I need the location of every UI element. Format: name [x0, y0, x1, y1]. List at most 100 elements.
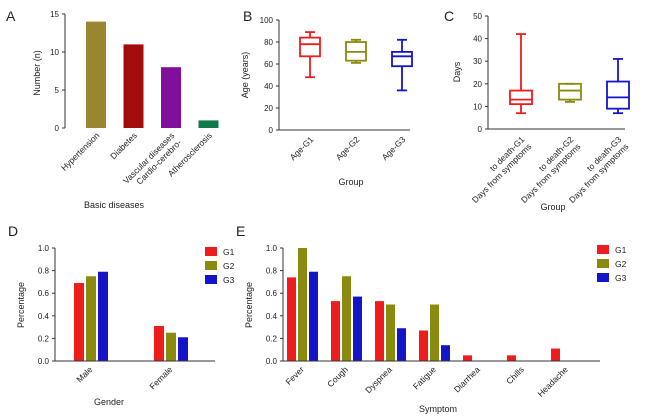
panel-e-ytick-label: 0.6 [266, 289, 278, 298]
panel-e-bar-g1-chills [507, 355, 516, 361]
panel-a-ytick-label: 10 [50, 48, 59, 57]
panel-e-ytick-label: 0.4 [266, 312, 278, 321]
panel-a-ytick-label: 5 [55, 86, 60, 95]
panel-d-bar-g2-female [166, 332, 176, 361]
bar-atherosclerosis [198, 120, 219, 128]
panel-d-bar-g3-female [178, 337, 188, 361]
panel-c-box [509, 89, 533, 106]
panel-e-bar-g2-fever [298, 248, 307, 361]
panel-e-bar-g1-cough [331, 301, 340, 361]
panel-a-category-label: Diabetes [108, 130, 139, 161]
panel-e-bar-g2-cough [342, 276, 351, 361]
panel-c-xlabel: Group [540, 202, 565, 212]
bar-hypertension [86, 21, 106, 129]
panel-d-bar-g3-male [98, 271, 108, 361]
panel-c-ytick-label: 40 [473, 35, 482, 44]
panel-a-xlabel: Basic diseases [84, 200, 145, 210]
bar-cardio-cerebro-vascular-diseases [161, 67, 181, 128]
panel-e-category-label: Dyspnea [363, 364, 394, 395]
panel-d-legend-swatch-g1 [205, 247, 217, 256]
panel-a-ytick-label: 15 [50, 10, 59, 19]
panel-b-ytick-label: 100 [260, 16, 274, 25]
panel-e-category-label: Chills [504, 364, 526, 386]
panel-e-bar-g3-cough [353, 296, 362, 361]
panel-c-ytick-label: 0 [478, 125, 483, 134]
panel-d-legend-label-g3: G3 [223, 275, 235, 285]
panel-d-legend-swatch-g2 [205, 261, 217, 270]
panel-d-bar-g2-male [86, 276, 96, 361]
panel-b-category-label: Age-G1 [288, 134, 316, 162]
panel-e-bar-g3-dyspnea [397, 328, 406, 361]
panel-d-ylabel: Percentage [16, 282, 26, 328]
panel-e-bar-g1-dyspnea [375, 301, 384, 361]
panel-a-letter: A [6, 8, 16, 24]
panel-c-ytick-label: 50 [473, 12, 482, 21]
panel-b-ytick-label: 0 [269, 126, 274, 135]
panel-d-ytick-label: 0.4 [38, 312, 50, 321]
panel-e-category-label: Fever [283, 364, 306, 387]
panel-c-box [558, 82, 582, 101]
panel-c-letter: C [444, 8, 454, 24]
panel-b-ytick-label: 20 [264, 104, 273, 113]
panel-e-category-label: Headache [535, 364, 570, 399]
panel-e-ylabel: Percentage [244, 282, 254, 328]
panel-e-bar-g2-fatigue [430, 304, 439, 361]
panel-b-ytick-label: 60 [264, 60, 273, 69]
panel-e-ytick-label: 1.0 [266, 244, 278, 253]
panel-d-bar-g1-male [74, 283, 84, 361]
panel-a: A Number (n) Basic diseases 0 5 10 15 Hyper… [6, 8, 219, 210]
panel-a-ytick-label: 0 [55, 124, 60, 133]
panel-e-ytick-label: 0.2 [266, 334, 278, 343]
panel-e-legend-label-g2: G2 [615, 259, 627, 269]
panel-e-legend-swatch-g1 [597, 245, 609, 254]
panel-d: D Percentage Gender 0.0 0.2 0.4 0.6 0.8 1.0 M… [8, 223, 235, 407]
panel-d-category-label: Male [74, 364, 94, 384]
panel-c-box [606, 80, 630, 110]
panel-d-category-label: Female [147, 364, 174, 391]
panel-e-category-label: Cough [325, 364, 350, 389]
panel-e-legend-label-g3: G3 [615, 273, 627, 283]
panel-e: E Percentage Symptom 0.00.20.40.60.81.0 … [236, 223, 627, 414]
panel-e-bar-g3-fatigue [441, 345, 450, 361]
panel-b-ytick-label: 40 [264, 82, 273, 91]
panel-c-ytick-label: 10 [473, 102, 482, 111]
panel-e-ytick-label: 0.0 [266, 357, 278, 366]
panel-e-letter: E [236, 223, 245, 239]
panel-b-ytick-label: 80 [264, 38, 273, 47]
panel-d-ytick-label: 0.6 [38, 289, 50, 298]
panel-d-ytick-label: 0.2 [38, 334, 50, 343]
panel-d-xlabel: Gender [94, 397, 124, 407]
panel-d-legend-swatch-g3 [205, 275, 217, 284]
panel-e-category-label: Diarrhea [452, 364, 482, 394]
panel-e-bar-g1-diarrhea [463, 355, 472, 361]
panel-d-ytick-label: 1.0 [38, 244, 50, 253]
panel-e-legend-swatch-g3 [597, 273, 609, 282]
panel-d-ytick-label: 0.8 [38, 267, 50, 276]
panel-e-bar-g1-fatigue [419, 330, 428, 361]
panel-d-letter: D [8, 223, 18, 239]
panel-c-ytick-label: 30 [473, 57, 482, 66]
panel-e-bar-g3-fever [309, 271, 318, 361]
panel-e-bar-g1-fever [287, 277, 296, 361]
panel-e-category-label: Fatigue [411, 364, 438, 391]
panel-b-category-label: Age-G2 [334, 134, 362, 162]
panel-b-ylabel: Age (years) [240, 52, 250, 99]
panel-c-ytick-label: 20 [473, 80, 482, 89]
panel-e-bar-g2-dyspnea [386, 304, 395, 361]
panel-d-bar-g1-female [154, 325, 164, 361]
panel-c-ylabel: Days [452, 61, 462, 82]
panel-b-xlabel: Group [338, 177, 363, 187]
panel-e-legend-label-g1: G1 [615, 245, 627, 255]
panel-a-category-label: Hypertension [59, 130, 102, 173]
panel-e-ytick-label: 0.8 [266, 267, 278, 276]
panel-b-category-label: Age-G3 [380, 134, 408, 162]
panel-e-bar-g1-headache [551, 348, 560, 361]
panel-b-letter: B [243, 8, 252, 24]
panel-b-box [299, 36, 321, 58]
panel-e-xlabel: Symptom [419, 404, 457, 414]
panel-d-ytick-label: 0.0 [38, 357, 50, 366]
panel-b: B Age (years) Group 0 20 40 60 80 100 Age-G1 A… [240, 8, 413, 187]
panel-a-ylabel: Number (n) [32, 50, 42, 96]
